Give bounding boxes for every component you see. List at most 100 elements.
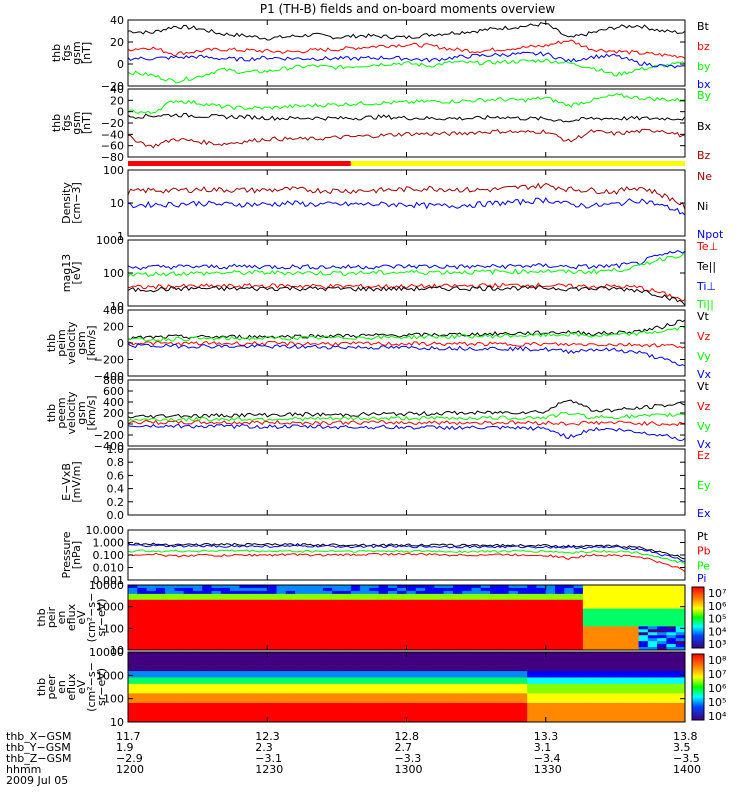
spectrogram-cell — [415, 715, 426, 720]
legend-Pe: Pe — [697, 559, 710, 572]
spectrogram-cell — [545, 671, 556, 675]
spectrogram-cell — [462, 623, 472, 627]
spectrogram-cell — [666, 658, 677, 663]
spectrogram-cell — [295, 632, 305, 636]
series-line-Pt — [127, 542, 686, 560]
spectrogram-cell — [406, 658, 417, 663]
spectrogram-cell — [508, 702, 519, 707]
spectrogram-cell — [471, 608, 482, 613]
spectrogram-cell — [601, 647, 612, 651]
spectrogram-cell — [527, 614, 537, 618]
spectrogram-cell — [322, 655, 333, 659]
spectrogram-cell — [397, 706, 407, 710]
spectrogram-cell — [267, 599, 278, 604]
spectrogram-cell — [480, 680, 491, 685]
spectrogram-cell — [183, 608, 194, 613]
spectrogram-cell — [332, 683, 343, 688]
spectrogram-cell — [202, 638, 213, 642]
page-title: P1 (TH-B) fields and on-board moments ov… — [259, 2, 556, 16]
spectrogram-cell — [657, 605, 667, 610]
spectrogram-cell — [267, 605, 278, 610]
spectrogram-cell — [555, 652, 565, 656]
spectrogram-cell — [313, 667, 324, 672]
spectrogram-cell — [406, 596, 417, 601]
spectrogram-cell — [276, 587, 287, 592]
spectrogram-cell — [155, 693, 166, 698]
spectrogram-cell — [555, 587, 565, 592]
spectrogram-cell — [564, 617, 575, 621]
spectrogram-cell — [304, 632, 315, 636]
spectrogram-cell — [536, 706, 547, 710]
spectrogram-cell — [434, 690, 445, 694]
spectrogram-cell — [452, 647, 463, 651]
spectrogram-cell — [248, 611, 259, 616]
spectrogram-cell — [434, 608, 445, 613]
spectrogram-cell — [666, 706, 677, 710]
spectrogram-cell — [304, 596, 315, 601]
spectrogram-cell — [573, 652, 584, 656]
spectrogram-cell — [220, 712, 231, 717]
y-tick-label: 0.4 — [107, 483, 125, 496]
spectrogram-cell — [248, 661, 259, 666]
spectrogram-cell — [285, 638, 296, 642]
spectrogram-cell — [183, 715, 194, 720]
spectrogram-cell — [313, 658, 324, 663]
spectrogram-cell — [415, 593, 426, 598]
spectrogram-cell — [248, 647, 259, 651]
spectrogram-cell — [165, 608, 175, 613]
spectrogram-cell — [675, 644, 686, 648]
spectrogram-cell — [128, 629, 138, 633]
spectrogram-cell — [295, 718, 305, 723]
spectrogram-cell — [517, 658, 528, 663]
spectrogram-cell — [387, 635, 398, 639]
spectrogram-cell — [322, 683, 333, 688]
spectrogram-cell — [675, 641, 686, 645]
spectrogram-cell — [592, 647, 602, 651]
spectrogram-cell — [434, 706, 445, 710]
spectrogram-cell — [415, 690, 426, 694]
spectrogram-cell — [192, 677, 203, 682]
spectrogram-cell — [192, 611, 203, 616]
spectrogram-cell — [573, 590, 584, 595]
spectrogram-cell — [146, 641, 157, 645]
spectrogram-cell — [620, 617, 630, 621]
spectrogram-cell — [517, 605, 528, 610]
spectrogram-cell — [248, 696, 259, 701]
spectrogram-cell — [397, 620, 407, 624]
spectrogram-cell — [443, 641, 454, 645]
spectrogram-cell — [239, 629, 250, 633]
spectrogram-cell — [647, 709, 658, 713]
spectrogram-cell — [304, 608, 315, 613]
spectrogram-cell — [387, 599, 398, 604]
spectrogram-cell — [304, 629, 315, 633]
spectrogram-cell — [601, 611, 612, 616]
spectrogram-cell — [517, 614, 528, 618]
spectrogram-cell — [555, 590, 565, 595]
spectrogram-cell — [462, 617, 472, 621]
spectrogram-cell — [211, 658, 222, 663]
spectrogram-cell — [285, 644, 296, 648]
spectrogram-cell — [406, 687, 417, 691]
spectrogram-cell — [230, 611, 240, 616]
spectrogram-cell — [499, 718, 510, 723]
spectrogram-cell — [295, 680, 305, 685]
spectrogram-cell — [527, 702, 537, 707]
spectrogram-cell — [183, 661, 194, 666]
spectrogram-cell — [341, 590, 352, 595]
spectrogram-cell — [499, 623, 510, 627]
spectrogram-cell — [304, 599, 315, 604]
spectrogram-cell — [174, 623, 185, 627]
spectrogram-cell — [490, 664, 500, 669]
spectrogram-cell — [322, 709, 333, 713]
spectrogram-cell — [527, 585, 537, 589]
spectrogram-cell — [360, 680, 370, 685]
spectrogram-cell — [155, 632, 166, 636]
spectrogram-cell — [443, 623, 454, 627]
spectrogram-cell — [137, 647, 148, 651]
spectrogram-cell — [304, 683, 315, 688]
spectrogram-cell — [582, 626, 593, 630]
spectrogram-cell — [452, 596, 463, 601]
spectrogram-cell — [155, 667, 166, 672]
spectrogram-cell — [220, 638, 231, 642]
spectrogram-cell — [434, 599, 445, 604]
